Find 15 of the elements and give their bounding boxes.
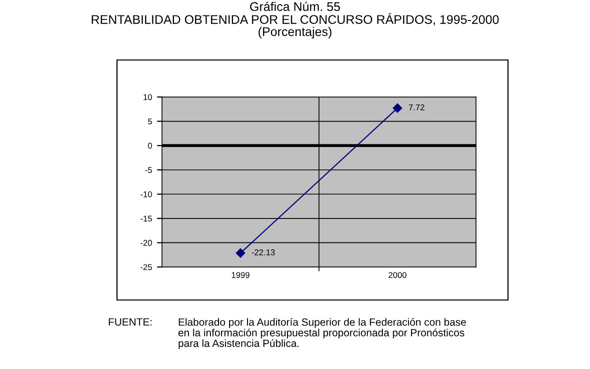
y-tick-label: 10: [144, 94, 152, 100]
y-tick-label: -10: [140, 191, 152, 198]
y-tick-label: -25: [140, 264, 152, 270]
x-tick-label: 2000: [388, 272, 406, 278]
y-tick-label: -20: [140, 240, 152, 246]
chart-title: Gráfica Núm. 55 RENTABILIDAD OBTENIDA POR EL CONCURSO RÁPIDOS, 1995-2000 (Porcentajes): [92, 2, 499, 39]
text: Elaborado por la Auditoría Superior de la Federación con base en la información presupuestal proporcionada por Pronósticos para la Asistencia Pública.: [178, 318, 466, 350]
source-note: FUENTE:: [108, 318, 152, 326]
data-label: -22.13: [252, 249, 275, 256]
y-tick-label: -5: [145, 167, 152, 173]
y-tick-label: 0: [148, 142, 152, 149]
y-tick-label: 5: [148, 118, 152, 124]
data-label: 7.72: [408, 104, 424, 110]
x-tick-label: 1999: [232, 272, 250, 278]
y-tick-label: -15: [140, 216, 152, 222]
